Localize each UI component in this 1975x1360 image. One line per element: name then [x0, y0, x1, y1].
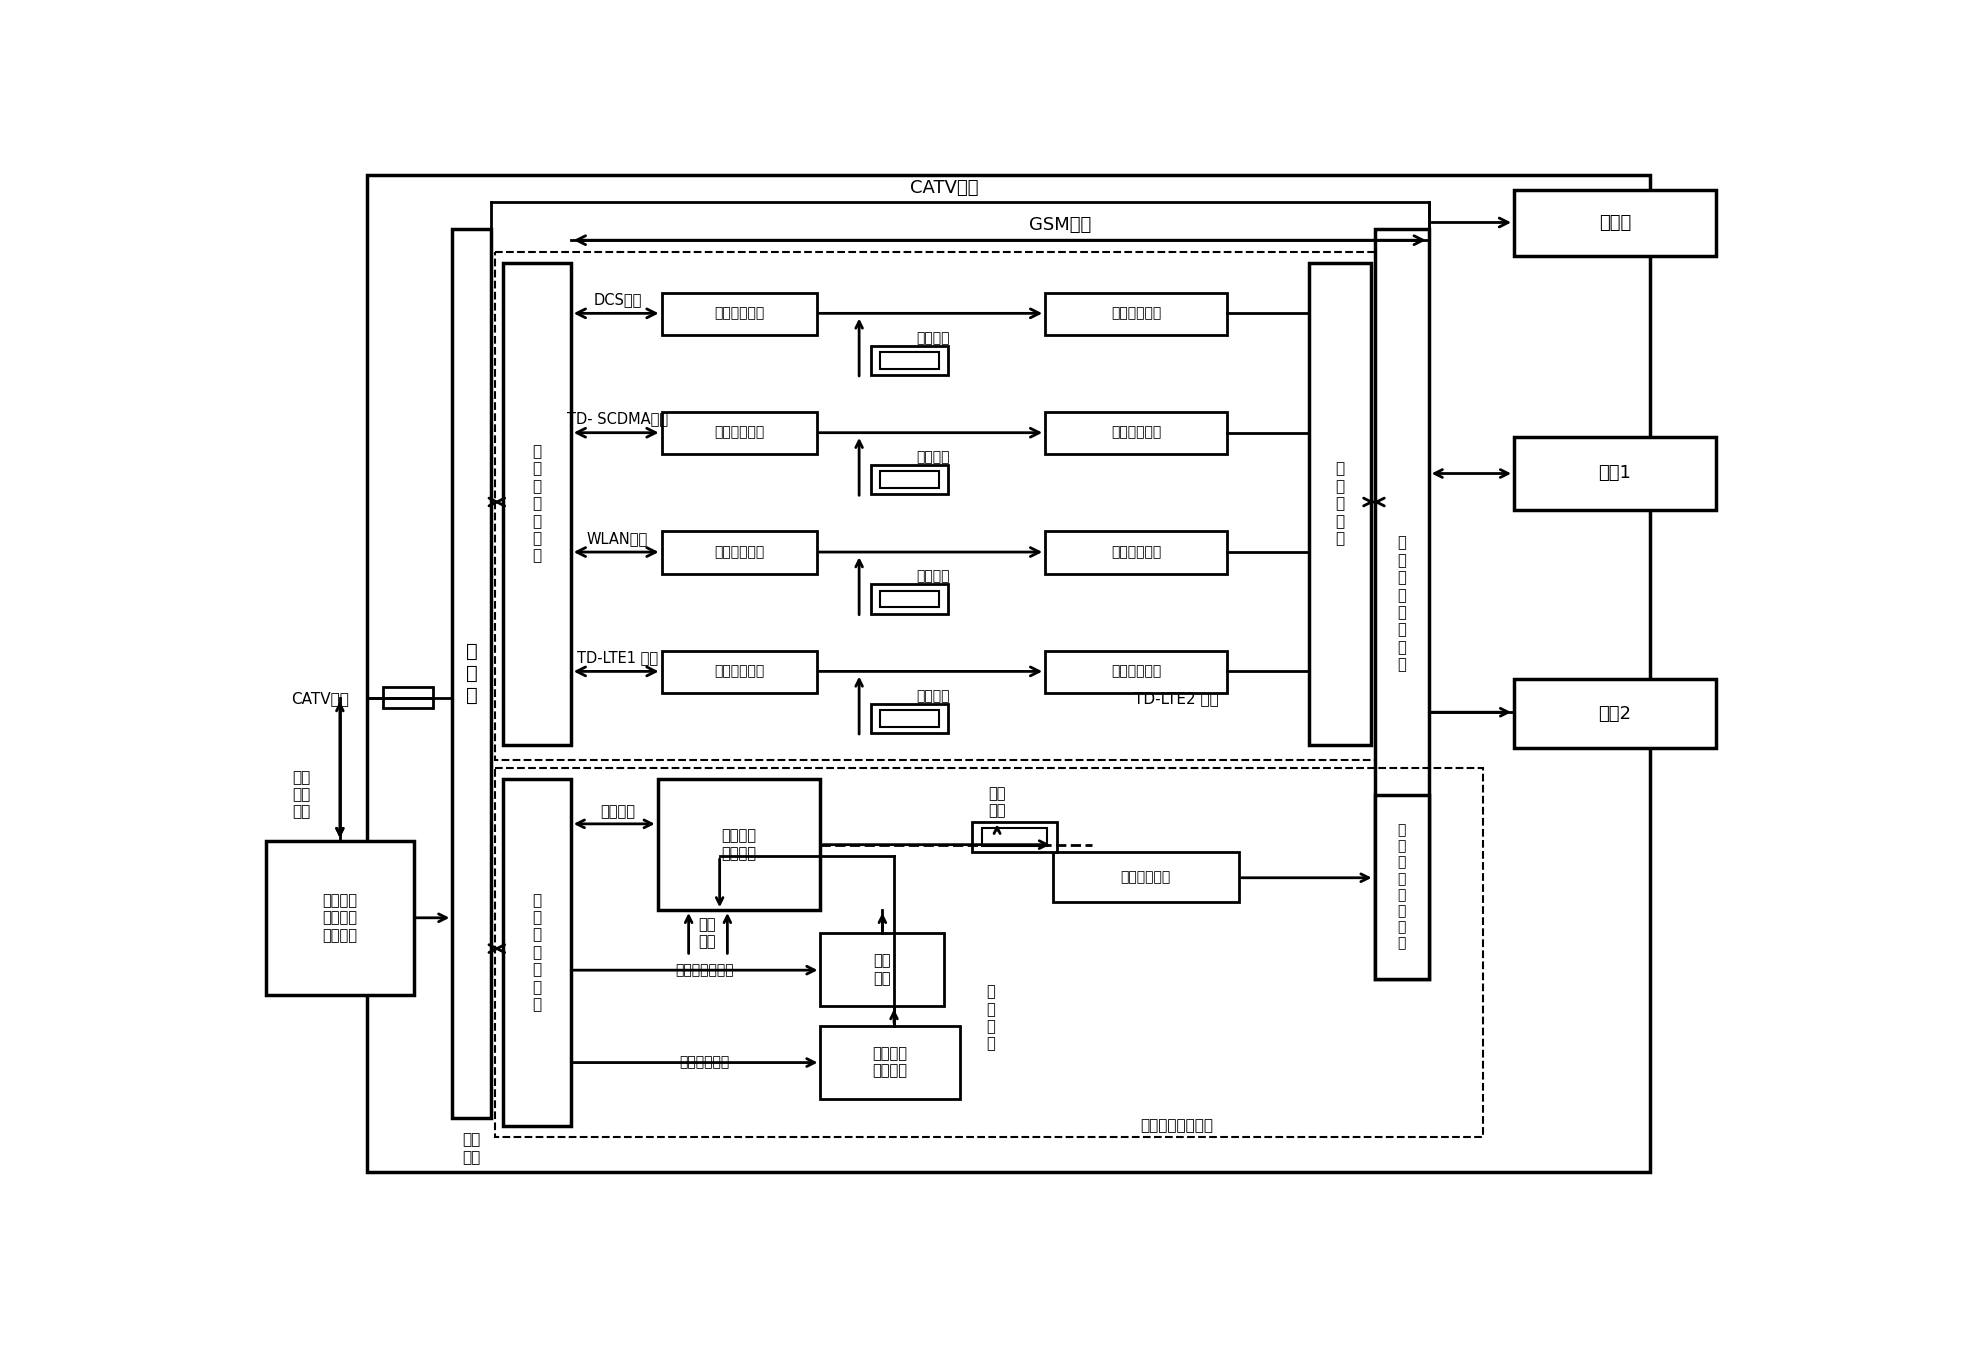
- Text: DCS信号: DCS信号: [592, 292, 642, 307]
- Text: 分
频
器: 分 频 器: [466, 642, 478, 704]
- Text: 通信控制
信号调制
解调电路: 通信控制 信号调制 解调电路: [322, 894, 357, 942]
- Bar: [881, 590, 938, 608]
- Text: 滤波放大电路: 滤波放大电路: [713, 306, 764, 321]
- Text: 功率检测电路: 功率检测电路: [1112, 545, 1161, 559]
- Text: WLAN信号: WLAN信号: [587, 530, 648, 545]
- Bar: [871, 703, 948, 733]
- Text: 通信
控制
信号: 通信 控制 信号: [292, 770, 310, 820]
- Text: 功率
控制: 功率 控制: [988, 786, 1005, 819]
- Text: 功率检测电路: 功率检测电路: [1112, 665, 1161, 679]
- Text: 中继信号: 中继信号: [600, 804, 634, 819]
- Bar: [871, 345, 948, 375]
- Bar: [502, 264, 571, 744]
- Bar: [662, 412, 816, 454]
- Bar: [1045, 412, 1226, 454]
- Bar: [1515, 679, 1716, 748]
- Text: TD- SCDMA信号: TD- SCDMA信号: [567, 411, 668, 426]
- Text: TD-LTE2 信号: TD-LTE2 信号: [1134, 691, 1219, 706]
- Bar: [367, 174, 1649, 1172]
- Bar: [1045, 650, 1226, 694]
- Bar: [267, 840, 413, 994]
- Text: 滤波放大电路: 滤波放大电路: [713, 545, 764, 559]
- Bar: [496, 767, 1483, 1137]
- Text: GSM信号: GSM信号: [1029, 216, 1092, 234]
- Text: 同步调制信号: 同步调制信号: [679, 1055, 729, 1069]
- Text: CATV线路: CATV线路: [292, 691, 350, 706]
- Text: 第
一
输
出
处
理
单
元: 第 一 输 出 处 理 单 元: [1396, 536, 1406, 672]
- Bar: [1045, 292, 1226, 335]
- Text: 同
步
信
号: 同 步 信 号: [986, 985, 995, 1051]
- Text: 第
二
滤
波
分
频
器: 第 二 滤 波 分 频 器: [531, 892, 541, 1012]
- Bar: [881, 471, 938, 488]
- Text: 参考
信号: 参考 信号: [699, 917, 717, 949]
- Bar: [820, 933, 944, 1006]
- Text: 滤波放大电路: 滤波放大电路: [713, 665, 764, 679]
- Text: 同步信号
解调电路: 同步信号 解调电路: [873, 1046, 909, 1078]
- Text: 远端机参考信号: 远端机参考信号: [675, 963, 733, 978]
- Text: 分频
单元: 分频 单元: [462, 1133, 480, 1166]
- Text: 功率检测电路: 功率检测电路: [1112, 306, 1161, 321]
- Text: 功率控制: 功率控制: [916, 330, 950, 345]
- Text: 功率控制: 功率控制: [916, 450, 950, 464]
- Bar: [982, 828, 1047, 846]
- Text: 功率控制: 功率控制: [916, 690, 950, 703]
- Bar: [1053, 853, 1238, 903]
- Text: 变频滤波
放大电路: 变频滤波 放大电路: [721, 828, 756, 861]
- Bar: [662, 650, 816, 694]
- Bar: [1309, 264, 1371, 744]
- Text: 机顶盒: 机顶盒: [1598, 214, 1631, 231]
- Text: 功率控制: 功率控制: [916, 570, 950, 583]
- Bar: [972, 821, 1057, 853]
- Bar: [881, 710, 938, 726]
- Text: 天线1: 天线1: [1598, 464, 1631, 483]
- Text: 功率检测电路: 功率检测电路: [1112, 426, 1161, 439]
- Text: 滤
波
合
路
器: 滤 波 合 路 器: [1335, 461, 1345, 547]
- Bar: [1375, 794, 1428, 979]
- Bar: [502, 779, 571, 1126]
- Bar: [1045, 532, 1226, 574]
- Bar: [662, 532, 816, 574]
- Bar: [881, 352, 938, 369]
- Bar: [383, 687, 433, 709]
- Text: 第二输出处理单元: 第二输出处理单元: [1140, 1118, 1213, 1133]
- Bar: [1515, 190, 1716, 256]
- Bar: [662, 292, 816, 335]
- Bar: [658, 779, 820, 910]
- Bar: [871, 585, 948, 613]
- Text: 第
一
滤
波
分
频
器: 第 一 滤 波 分 频 器: [531, 445, 541, 563]
- Bar: [1375, 228, 1428, 979]
- Text: 分频
电路: 分频 电路: [873, 953, 891, 986]
- Bar: [452, 228, 492, 1118]
- Bar: [496, 252, 1402, 760]
- Text: 滤波放大电路: 滤波放大电路: [713, 426, 764, 439]
- Bar: [820, 1025, 960, 1099]
- Bar: [1515, 437, 1716, 510]
- Text: CATV信号: CATV信号: [910, 180, 980, 197]
- Text: TD-LTE1 信号: TD-LTE1 信号: [577, 650, 658, 665]
- Text: 第
二
输
出
处
理
单
元: 第 二 输 出 处 理 单 元: [1398, 823, 1406, 951]
- Text: 功率检测电路: 功率检测电路: [1120, 870, 1171, 884]
- Text: 天线2: 天线2: [1598, 704, 1631, 722]
- Bar: [871, 465, 948, 494]
